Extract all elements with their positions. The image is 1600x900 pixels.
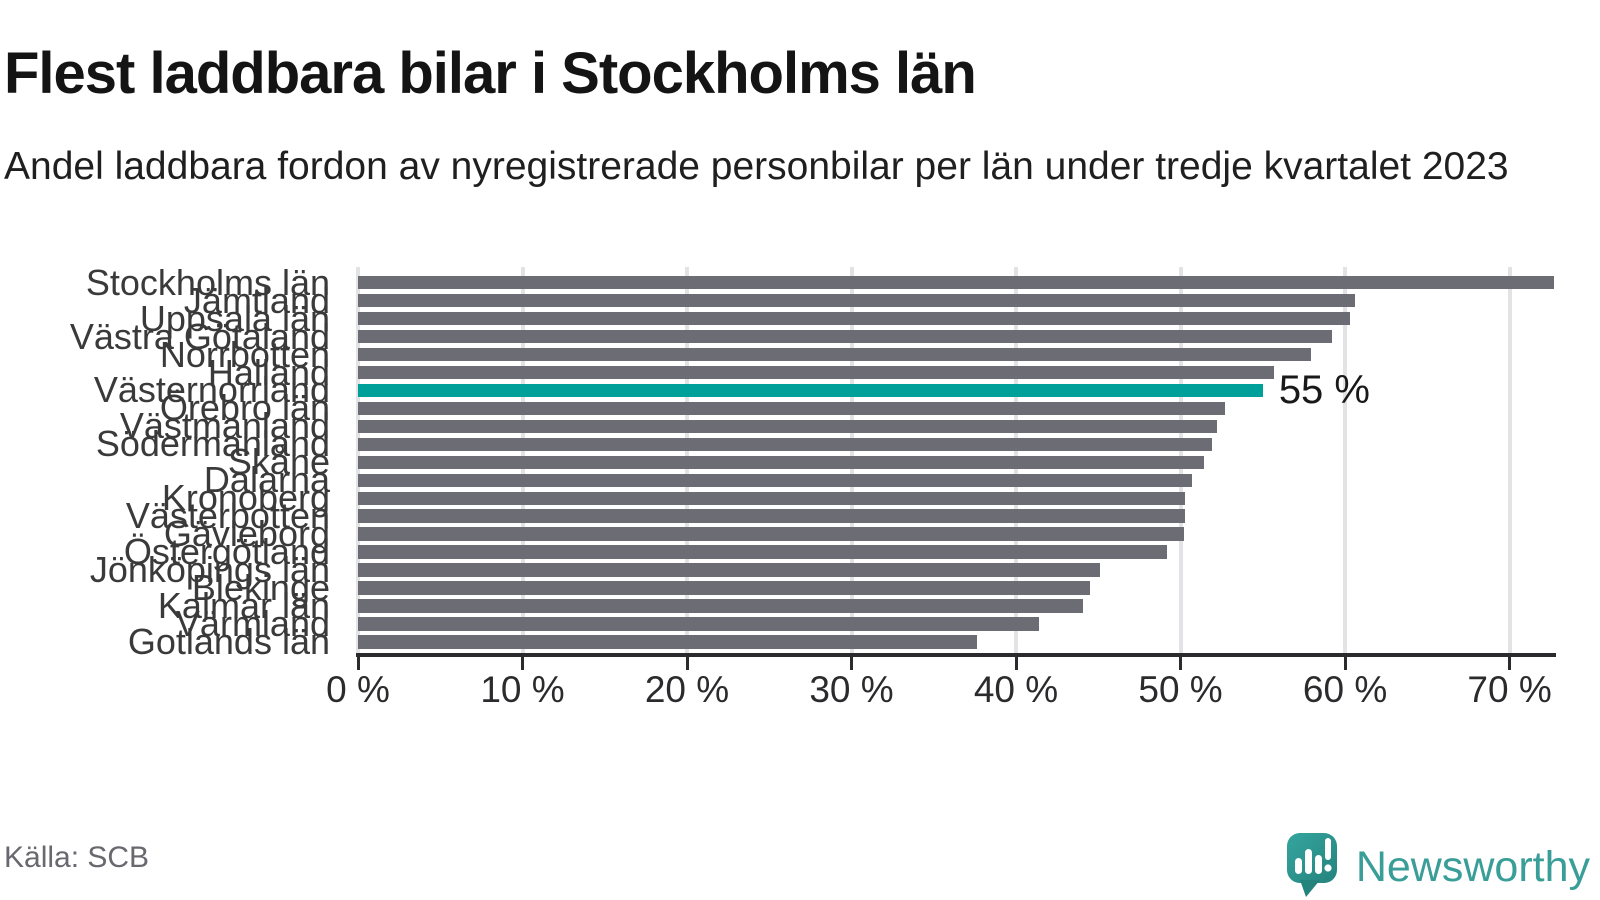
x-axis-line <box>356 653 1556 657</box>
gridline-60 <box>1343 267 1348 653</box>
category-label-Jönköpings län: Jönköpings län <box>89 549 330 591</box>
brand-footer: Newsworthy <box>1286 832 1590 900</box>
bar-Östergötland <box>358 545 1168 559</box>
category-label-Dalarna: Dalarna <box>203 459 330 501</box>
category-label-Skåne: Skåne <box>227 441 330 483</box>
x-tick-label-50: 50 % <box>1138 669 1223 710</box>
x-tick-20 <box>685 657 689 670</box>
bar-Skåne <box>358 455 1204 469</box>
category-label-Värmland: Värmland <box>175 602 330 644</box>
category-label-Stockholms län: Stockholms län <box>85 261 330 303</box>
x-tick-30 <box>850 657 854 670</box>
x-tick-label-70: 70 % <box>1467 669 1552 710</box>
bar-Dalarna <box>358 473 1193 487</box>
category-label-Örebro län: Örebro län <box>159 387 330 429</box>
x-tick-label-60: 60 % <box>1302 669 1388 710</box>
bar-Gotlands län <box>358 635 977 649</box>
highlight-bar-Västernorrland <box>358 383 1263 398</box>
bar-Uppsala län <box>358 311 1350 326</box>
bar-Gävleborg <box>358 527 1184 541</box>
x-tick-40 <box>1014 657 1018 670</box>
category-label-Kalmar län: Kalmar län <box>157 584 330 626</box>
bar-Västmanland <box>358 419 1217 434</box>
brand-name: Newsworthy <box>1355 843 1590 891</box>
bar-Västerbotten <box>358 509 1186 523</box>
bar-Örebro län <box>358 401 1225 416</box>
page-title: Flest laddbara bilar i Stockholms län <box>4 40 977 106</box>
category-label-Västerbotten: Västerbotten <box>125 495 330 537</box>
x-tick-label-20: 20 % <box>644 669 730 710</box>
x-axis-ticks: 0 % 10 % 20 % 30 % 40 % 50 % 60 % 70 % <box>326 657 1554 717</box>
x-tick-0 <box>356 657 360 670</box>
x-tick-label-10: 10 % <box>480 669 565 710</box>
x-tick-label-0: 0 % <box>326 669 390 710</box>
x-tick-label-40: 40 % <box>973 669 1059 710</box>
category-label-Västmanland: Västmanland <box>119 405 330 447</box>
category-label-Norrbotten: Norrbotten <box>159 333 330 375</box>
category-label-Västernorrland: Västernorrland <box>93 369 330 411</box>
x-tick-50 <box>1179 657 1183 670</box>
bar-Norrbotten <box>358 347 1311 362</box>
category-label-Gotlands län: Gotlands län <box>127 620 330 662</box>
bar-plot-area: Stockholms län Jämtland Uppsala län Västra … <box>70 264 1554 659</box>
highlight-value-label: 55 % <box>1278 368 1370 413</box>
x-tick-10 <box>521 657 524 670</box>
category-label-Östergötland: Östergötland <box>123 531 330 573</box>
category-label-Västra Götaland: Västra Götaland <box>69 315 330 357</box>
source-note: Källa: SCB <box>4 841 150 874</box>
x-tick-70 <box>1508 657 1512 670</box>
category-label-Blekinge: Blekinge <box>191 567 330 609</box>
bar-Södermanland <box>358 437 1212 452</box>
category-label-Kronoberg: Kronoberg <box>161 477 330 519</box>
bar-Kalmar län <box>358 599 1084 613</box>
category-label-Södermanland: Södermanland <box>95 423 330 465</box>
category-label-Uppsala län: Uppsala län <box>139 297 330 339</box>
newsworthy-logo-icon <box>1286 832 1340 900</box>
bar-Halland <box>358 365 1275 380</box>
category-label-Halland: Halland <box>207 351 330 393</box>
bar-Värmland <box>358 617 1040 631</box>
gridline-70 <box>1507 267 1512 653</box>
bar-Kronoberg <box>358 491 1186 505</box>
bar-Jämtland <box>358 293 1355 308</box>
category-label-Gävleborg: Gävleborg <box>163 513 330 555</box>
chart-subtitle: Andel laddbara fordon av nyregistrerade … <box>4 145 1509 188</box>
x-tick-label-30: 30 % <box>809 669 894 710</box>
category-label-Jämtland: Jämtland <box>183 279 330 321</box>
bar-Jönköpings län <box>358 563 1100 577</box>
bar-Stockholms län <box>358 276 1554 290</box>
bar-Blekinge <box>358 581 1091 595</box>
x-tick-60 <box>1343 657 1347 670</box>
bar-Västra Götaland <box>358 329 1332 344</box>
